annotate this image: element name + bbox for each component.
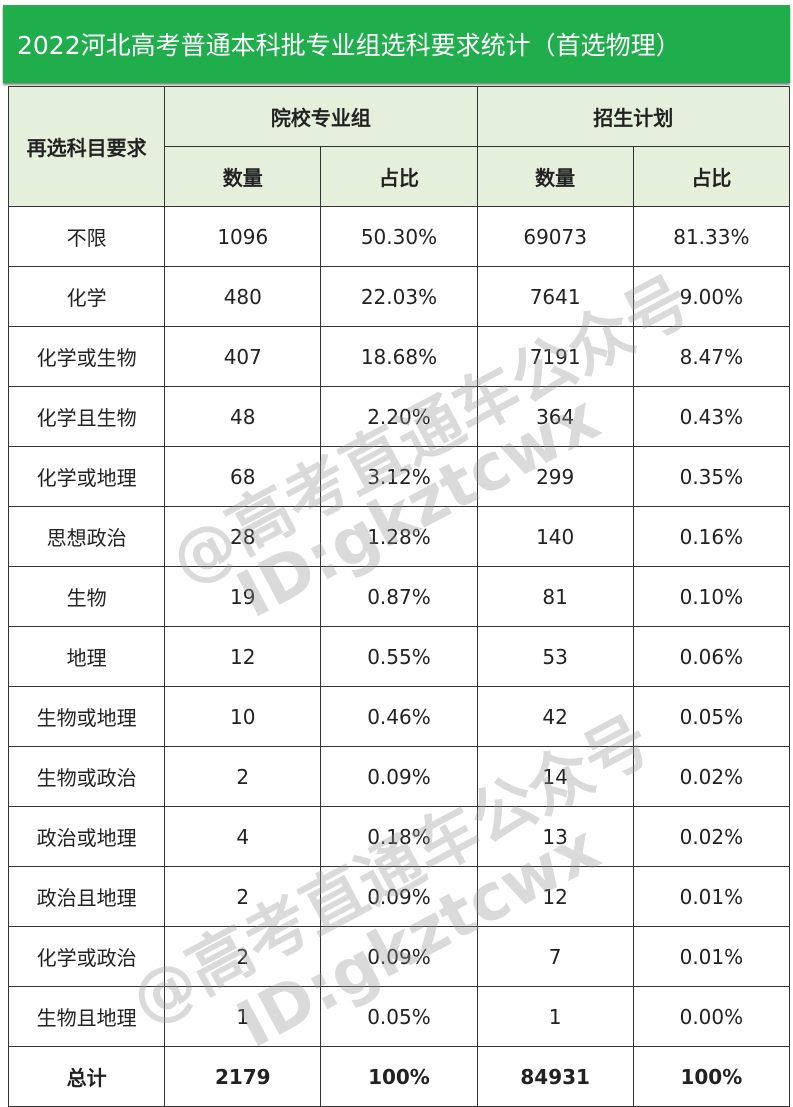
plan-count-cell: 69073	[476, 206, 634, 267]
plan-count-cell: 53	[476, 626, 634, 687]
header-group-count: 数量	[164, 146, 322, 207]
plan-ratio-cell: 0.02%	[632, 806, 791, 867]
group-count-cell: 1096	[164, 206, 322, 267]
table-row: 政治或地理 4 0.18% 13 0.02%	[7, 806, 791, 867]
header-plan: 招生计划	[476, 86, 791, 147]
table-row: 思想政治 28 1.28% 140 0.16%	[7, 506, 791, 567]
plan-count-cell: 7191	[476, 326, 634, 387]
requirement-cell: 化学或生物	[7, 326, 166, 387]
group-ratio-cell: 0.05%	[320, 986, 478, 1047]
total-row: 总计 2179 100% 84931 100%	[7, 1046, 791, 1107]
group-count-cell: 2	[164, 866, 322, 927]
plan-count-cell: 299	[476, 446, 634, 507]
requirement-cell: 化学或地理	[7, 446, 166, 507]
group-ratio-cell: 0.09%	[320, 746, 478, 807]
group-count-cell: 10	[164, 686, 322, 747]
group-count-cell: 2	[164, 746, 322, 807]
plan-ratio-cell: 0.00%	[632, 986, 791, 1047]
group-count-cell: 4	[164, 806, 322, 867]
requirement-cell: 生物或地理	[7, 686, 166, 747]
plan-count-cell: 12	[476, 866, 634, 927]
group-count-cell: 28	[164, 506, 322, 567]
plan-ratio-cell: 8.47%	[632, 326, 791, 387]
requirement-cell: 总计	[7, 1046, 166, 1107]
plan-ratio-cell: 0.06%	[632, 626, 791, 687]
group-count-cell: 1	[164, 986, 322, 1047]
group-ratio-cell: 100%	[320, 1046, 478, 1107]
plan-ratio-cell: 0.35%	[632, 446, 791, 507]
plan-count-cell: 42	[476, 686, 634, 747]
requirement-cell: 政治且地理	[7, 866, 166, 927]
requirement-cell: 地理	[7, 626, 166, 687]
table-row: 政治且地理 2 0.09% 12 0.01%	[7, 866, 791, 927]
plan-count-cell: 364	[476, 386, 634, 447]
group-ratio-cell: 0.09%	[320, 866, 478, 927]
plan-ratio-cell: 0.43%	[632, 386, 791, 447]
group-count-cell: 48	[164, 386, 322, 447]
group-ratio-cell: 18.68%	[320, 326, 478, 387]
requirement-cell: 化学且生物	[7, 386, 166, 447]
requirement-cell: 生物或政治	[7, 746, 166, 807]
table-row: 化学或生物 407 18.68% 7191 8.47%	[7, 326, 791, 387]
group-count-cell: 19	[164, 566, 322, 627]
plan-count-cell: 7641	[476, 266, 634, 327]
table-row: 化学或政治 2 0.09% 7 0.01%	[7, 926, 791, 987]
group-ratio-cell: 0.46%	[320, 686, 478, 747]
header-plan-ratio: 占比	[632, 146, 791, 207]
requirement-cell: 政治或地理	[7, 806, 166, 867]
table-row: 生物且地理 1 0.05% 1 0.00%	[7, 986, 791, 1047]
plan-ratio-cell: 0.16%	[632, 506, 791, 567]
plan-count-cell: 7	[476, 926, 634, 987]
plan-ratio-cell: 100%	[632, 1046, 791, 1107]
table-row: 生物或地理 10 0.46% 42 0.05%	[7, 686, 791, 747]
header-group: 院校专业组	[164, 86, 478, 147]
table-row: 地理 12 0.55% 53 0.06%	[7, 626, 791, 687]
header-group-ratio: 占比	[320, 146, 478, 207]
group-ratio-cell: 0.55%	[320, 626, 478, 687]
group-count-cell: 407	[164, 326, 322, 387]
plan-count-cell: 14	[476, 746, 634, 807]
plan-count-cell: 1	[476, 986, 634, 1047]
plan-ratio-cell: 81.33%	[632, 206, 791, 267]
plan-count-cell: 140	[476, 506, 634, 567]
plan-ratio-cell: 0.05%	[632, 686, 791, 747]
table-row: 化学且生物 48 2.20% 364 0.43%	[7, 386, 791, 447]
header-requirement: 再选科目要求	[7, 86, 166, 207]
group-ratio-cell: 50.30%	[320, 206, 478, 267]
table-row: 生物 19 0.87% 81 0.10%	[7, 566, 791, 627]
group-count-cell: 12	[164, 626, 322, 687]
requirement-cell: 生物且地理	[7, 986, 166, 1047]
group-ratio-cell: 3.12%	[320, 446, 478, 507]
requirement-cell: 不限	[7, 206, 166, 267]
table-row: 化学 480 22.03% 7641 9.00%	[7, 266, 791, 327]
group-count-cell: 68	[164, 446, 322, 507]
header-plan-count: 数量	[476, 146, 634, 207]
group-ratio-cell: 1.28%	[320, 506, 478, 567]
group-ratio-cell: 0.87%	[320, 566, 478, 627]
plan-ratio-cell: 0.01%	[632, 866, 791, 927]
page-title: 2022河北高考普通本科批专业组选科要求统计（首选物理）	[3, 5, 790, 83]
table-row: 不限 1096 50.30% 69073 81.33%	[7, 206, 791, 267]
plan-ratio-cell: 0.02%	[632, 746, 791, 807]
group-ratio-cell: 0.09%	[320, 926, 478, 987]
requirement-cell: 化学	[7, 266, 166, 327]
requirement-cell: 思想政治	[7, 506, 166, 567]
group-count-cell: 2	[164, 926, 322, 987]
table-row: 化学或地理 68 3.12% 299 0.35%	[7, 446, 791, 507]
plan-ratio-cell: 0.10%	[632, 566, 791, 627]
stats-table: 再选科目要求 院校专业组 招生计划 数量 占比 数量 占比 不限 1096 50.3…	[7, 86, 791, 1107]
requirement-cell: 化学或政治	[7, 926, 166, 987]
group-ratio-cell: 22.03%	[320, 266, 478, 327]
plan-count-cell: 81	[476, 566, 634, 627]
plan-count-cell: 13	[476, 806, 634, 867]
group-ratio-cell: 2.20%	[320, 386, 478, 447]
group-count-cell: 2179	[164, 1046, 322, 1107]
requirement-cell: 生物	[7, 566, 166, 627]
group-ratio-cell: 0.18%	[320, 806, 478, 867]
plan-ratio-cell: 0.01%	[632, 926, 791, 987]
plan-count-cell: 84931	[476, 1046, 634, 1107]
table-row: 生物或政治 2 0.09% 14 0.02%	[7, 746, 791, 807]
plan-ratio-cell: 9.00%	[632, 266, 791, 327]
group-count-cell: 480	[164, 266, 322, 327]
